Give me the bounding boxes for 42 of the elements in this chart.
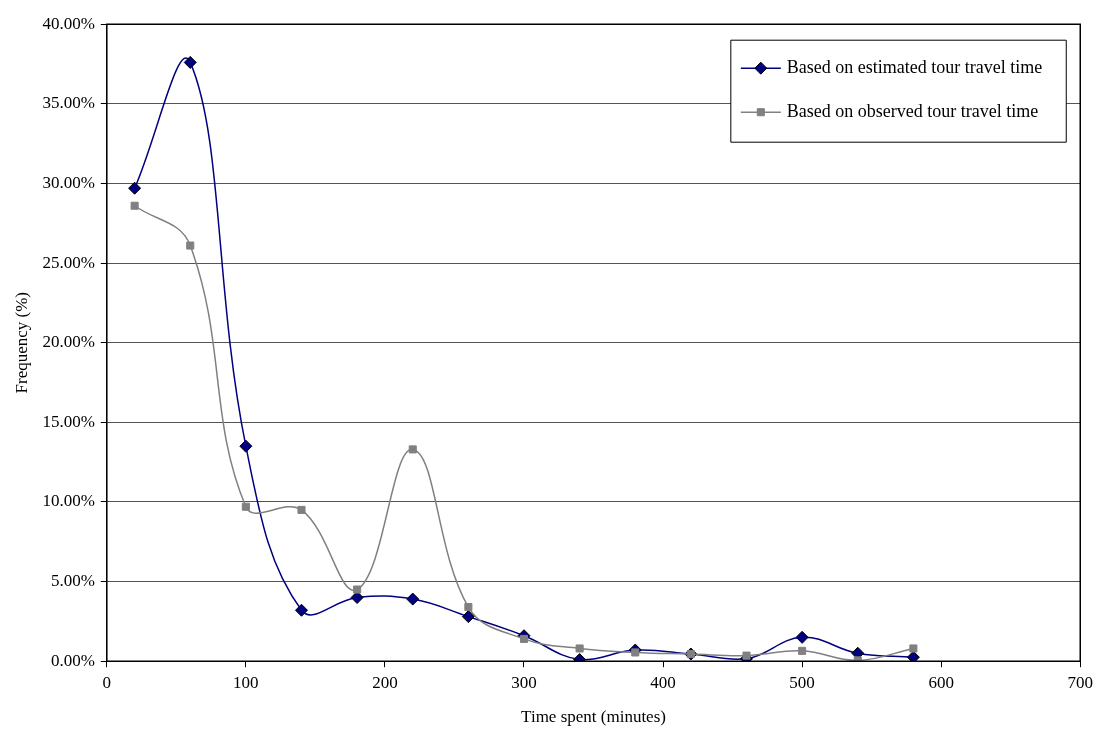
x-tick-label: 500 [789, 672, 815, 692]
y-tick-label: 20.00% [42, 332, 95, 352]
point [906, 650, 920, 662]
point [909, 644, 918, 653]
y-tick-label: 5.00% [50, 571, 95, 591]
y-tick-label: 35.00% [42, 93, 95, 113]
x-tick-label: 200 [372, 672, 398, 692]
point [128, 181, 142, 195]
y-tick-label: 40.00% [42, 13, 95, 33]
x-tick-label: 300 [511, 672, 537, 692]
point [406, 592, 420, 606]
point [798, 646, 807, 655]
point [130, 201, 139, 210]
y-tick-label: 15.00% [42, 411, 95, 431]
point [350, 591, 364, 604]
point [353, 585, 362, 594]
y-axis-title: Frequency (%) [11, 291, 31, 394]
x-tick-label: 100 [233, 672, 259, 692]
point [186, 241, 195, 250]
y-tick-label: 10.00% [42, 491, 95, 511]
legend-label: Based on estimated tour travel time [786, 56, 1043, 77]
y-tick-label: 0.00% [50, 650, 95, 670]
x-tick-label: 600 [928, 672, 954, 692]
point [795, 630, 809, 644]
point [295, 603, 308, 617]
point [183, 55, 197, 69]
x-tick-label: 400 [650, 672, 676, 692]
legend-label: Based on observed tour travel time [786, 100, 1039, 121]
x-tick-label: 0 [102, 672, 112, 692]
point [575, 644, 584, 653]
point [519, 634, 529, 643]
point [461, 610, 475, 624]
point [464, 603, 473, 612]
point [631, 648, 640, 657]
point [241, 502, 250, 511]
y-tick-label: 30.00% [42, 172, 95, 192]
point [239, 439, 253, 453]
x-tick-label: 700 [1067, 672, 1093, 692]
point [408, 445, 417, 454]
point [297, 505, 306, 514]
y-tick-label: 25.00% [42, 252, 95, 272]
x-axis-title: Time spent (minutes) [521, 707, 666, 727]
